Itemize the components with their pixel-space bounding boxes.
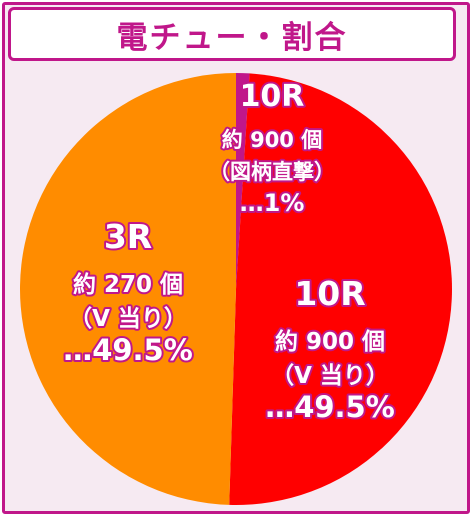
slice-2-label-line-3: （V 当り） bbox=[271, 362, 389, 389]
slice-3-label-line-2: 約 270 個 bbox=[73, 271, 183, 298]
pie-slice-3 bbox=[19, 73, 236, 505]
pie-slice-2 bbox=[229, 73, 453, 506]
pie-slice-1 bbox=[236, 73, 250, 289]
slice-1-label-line-1: 10R bbox=[240, 79, 305, 114]
slice-3-label-line-4: …49.5% bbox=[63, 333, 193, 367]
slice-2-label-line-4: …49.5% bbox=[265, 390, 395, 424]
slice-3-label-line-1: 3R bbox=[104, 217, 152, 256]
slice-2-label-line-2: 約 900 個 bbox=[275, 328, 385, 355]
slice-1-label-line-4: …1% bbox=[240, 189, 305, 217]
slice-3-label-line-3: （V 当り） bbox=[69, 305, 187, 332]
slice-1-label-line-3: （図柄直撃） bbox=[209, 160, 335, 184]
title-box: 電チュー・割合 bbox=[8, 7, 456, 61]
slice-2-label-line-1: 10R bbox=[294, 274, 365, 313]
slice-1-label-line-2: 約 900 個 bbox=[222, 128, 322, 152]
chart-title: 電チュー・割合 bbox=[116, 19, 348, 56]
